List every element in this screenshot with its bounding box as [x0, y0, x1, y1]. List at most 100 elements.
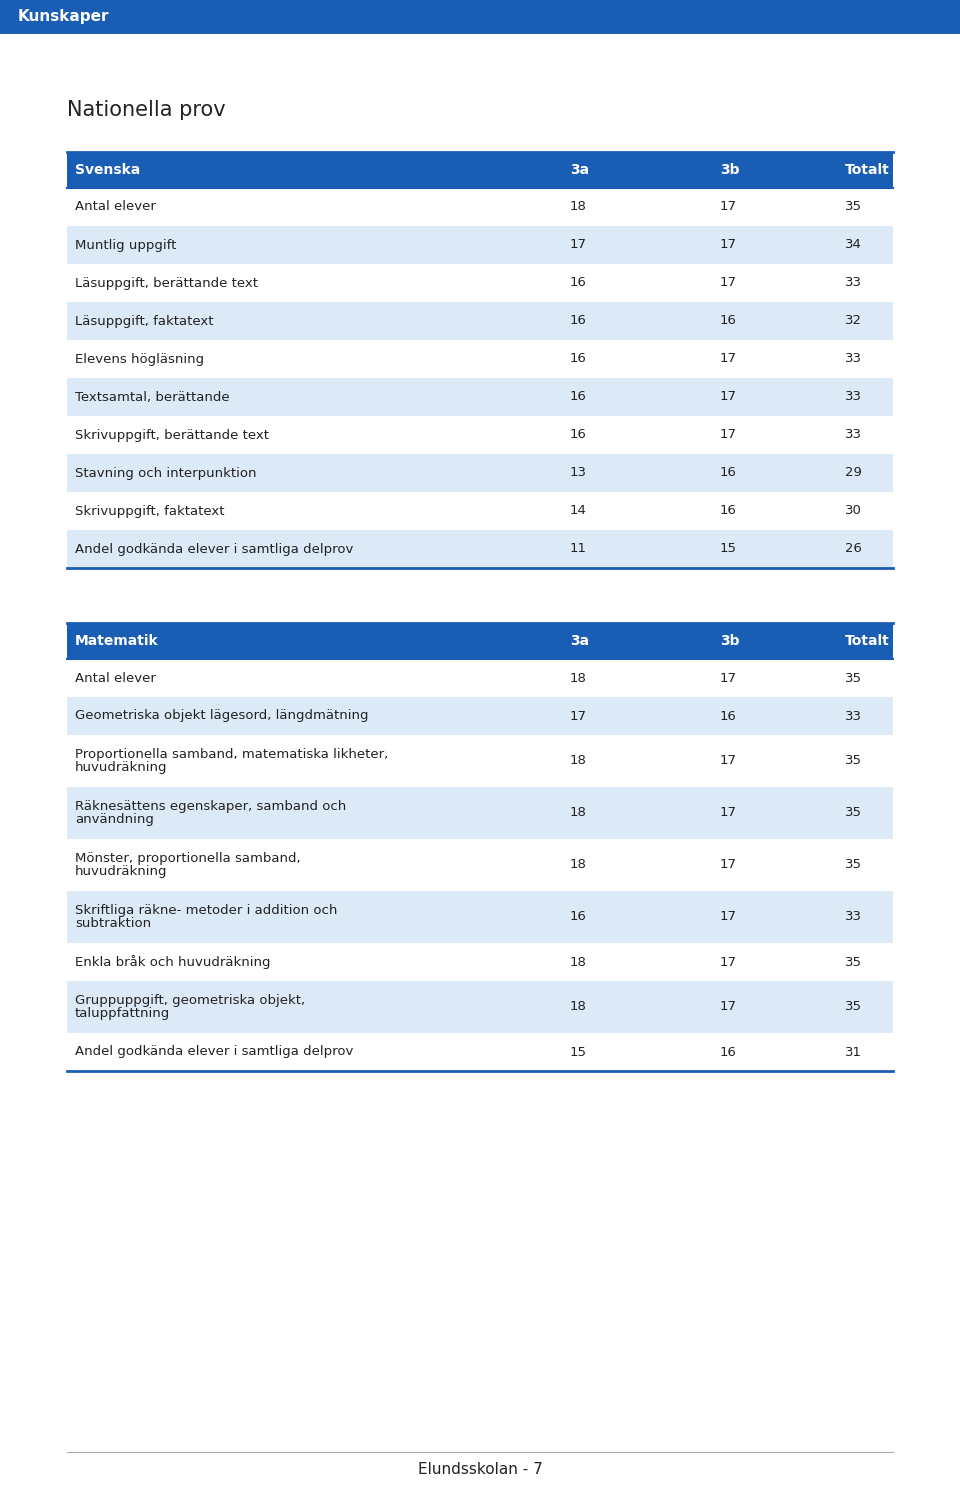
Bar	[67, 1032, 893, 1071]
Text: 16: 16	[570, 315, 587, 327]
Text: Elundsskolan - 7: Elundsskolan - 7	[418, 1463, 542, 1478]
Bar	[67, 264, 893, 302]
Text: Enkla bråk och huvudräkning: Enkla bråk och huvudräkning	[75, 955, 271, 970]
Bar	[67, 698, 893, 735]
Text: Matematik: Matematik	[75, 633, 158, 648]
Bar	[67, 454, 893, 492]
Bar	[67, 787, 893, 840]
Text: 3a: 3a	[570, 633, 589, 648]
Text: 16: 16	[720, 466, 737, 480]
Text: 17: 17	[720, 429, 737, 442]
Text: 13: 13	[570, 466, 587, 480]
Text: 18: 18	[570, 200, 587, 214]
Bar	[67, 226, 893, 264]
Bar	[67, 530, 893, 568]
Text: 17: 17	[720, 671, 737, 684]
Text: 33: 33	[845, 910, 862, 923]
Text: 18: 18	[570, 671, 587, 684]
Bar	[67, 302, 893, 341]
Text: 17: 17	[720, 807, 737, 820]
Text: Muntlig uppgift: Muntlig uppgift	[75, 239, 177, 251]
Text: 35: 35	[845, 200, 862, 214]
Text: subtraktion: subtraktion	[75, 917, 151, 929]
Text: 16: 16	[570, 429, 587, 442]
Text: 34: 34	[845, 239, 862, 251]
Text: Textsamtal, berättande: Textsamtal, berättande	[75, 390, 229, 403]
Text: 3b: 3b	[720, 163, 739, 176]
Text: 17: 17	[720, 390, 737, 403]
Text: 18: 18	[570, 859, 587, 871]
Text: 17: 17	[570, 239, 587, 251]
Text: Läsuppgift, faktatext: Läsuppgift, faktatext	[75, 315, 213, 327]
Text: 16: 16	[570, 390, 587, 403]
Text: 15: 15	[570, 1046, 587, 1059]
Text: 33: 33	[845, 710, 862, 723]
Text: Gruppuppgift, geometriska objekt,: Gruppuppgift, geometriska objekt,	[75, 994, 305, 1007]
Text: 17: 17	[570, 710, 587, 723]
Bar	[67, 890, 893, 943]
Text: 31: 31	[845, 1046, 862, 1059]
Text: 18: 18	[570, 754, 587, 768]
Text: Andel godkända elever i samtliga delprov: Andel godkända elever i samtliga delprov	[75, 542, 353, 556]
Text: Kunskaper: Kunskaper	[18, 9, 109, 24]
Text: Stavning och interpunktion: Stavning och interpunktion	[75, 466, 256, 480]
Text: Totalt: Totalt	[845, 163, 890, 176]
Text: Geometriska objekt lägesord, längdmätning: Geometriska objekt lägesord, längdmätnin…	[75, 710, 369, 723]
Text: 17: 17	[720, 200, 737, 214]
Text: Proportionella samband, matematiska likheter,: Proportionella samband, matematiska likh…	[75, 748, 388, 760]
Text: Skriftliga räkne- metoder i addition och: Skriftliga räkne- metoder i addition och	[75, 904, 337, 917]
Text: 16: 16	[720, 505, 737, 517]
Bar	[67, 378, 893, 415]
Text: 17: 17	[720, 276, 737, 290]
Text: 18: 18	[570, 956, 587, 968]
Bar	[67, 659, 893, 698]
Bar	[67, 341, 893, 378]
Bar	[67, 735, 893, 787]
Text: huvudräkning: huvudräkning	[75, 865, 167, 878]
Text: 18: 18	[570, 1001, 587, 1013]
Text: Mönster, proportionella samband,: Mönster, proportionella samband,	[75, 852, 300, 865]
Text: 33: 33	[845, 276, 862, 290]
Text: 11: 11	[570, 542, 587, 556]
Text: Andel godkända elever i samtliga delprov: Andel godkända elever i samtliga delprov	[75, 1046, 353, 1059]
Text: 33: 33	[845, 429, 862, 442]
Text: 35: 35	[845, 807, 862, 820]
Bar	[67, 415, 893, 454]
Text: 26: 26	[845, 542, 862, 556]
Bar	[67, 623, 893, 659]
Text: 14: 14	[570, 505, 587, 517]
Text: 16: 16	[570, 276, 587, 290]
Bar	[67, 943, 893, 982]
Text: Antal elever: Antal elever	[75, 671, 156, 684]
Text: Totalt: Totalt	[845, 633, 890, 648]
Text: 33: 33	[845, 353, 862, 366]
Text: Skrivuppgift, faktatext: Skrivuppgift, faktatext	[75, 505, 225, 517]
Text: användning: användning	[75, 813, 154, 826]
Bar	[67, 188, 893, 226]
Bar	[67, 840, 893, 890]
Text: 32: 32	[845, 315, 862, 327]
Text: 3a: 3a	[570, 163, 589, 176]
Text: 35: 35	[845, 859, 862, 871]
Text: 35: 35	[845, 671, 862, 684]
Text: Skrivuppgift, berättande text: Skrivuppgift, berättande text	[75, 429, 269, 442]
Text: 17: 17	[720, 353, 737, 366]
Text: 16: 16	[720, 1046, 737, 1059]
Bar	[67, 492, 893, 530]
Text: Elevens högläsning: Elevens högläsning	[75, 353, 204, 366]
Text: Räknesättens egenskaper, samband och: Räknesättens egenskaper, samband och	[75, 799, 347, 813]
Text: 35: 35	[845, 956, 862, 968]
Text: 16: 16	[570, 910, 587, 923]
Text: huvudräkning: huvudräkning	[75, 760, 167, 774]
Text: 30: 30	[845, 505, 862, 517]
Text: Nationella prov: Nationella prov	[67, 100, 226, 120]
Text: 35: 35	[845, 1001, 862, 1013]
Text: taluppfattning: taluppfattning	[75, 1007, 170, 1020]
Text: Antal elever: Antal elever	[75, 200, 156, 214]
Text: 33: 33	[845, 390, 862, 403]
Text: 29: 29	[845, 466, 862, 480]
Text: 17: 17	[720, 754, 737, 768]
Text: 3b: 3b	[720, 633, 739, 648]
Text: Läsuppgift, berättande text: Läsuppgift, berättande text	[75, 276, 258, 290]
Text: 15: 15	[720, 542, 737, 556]
